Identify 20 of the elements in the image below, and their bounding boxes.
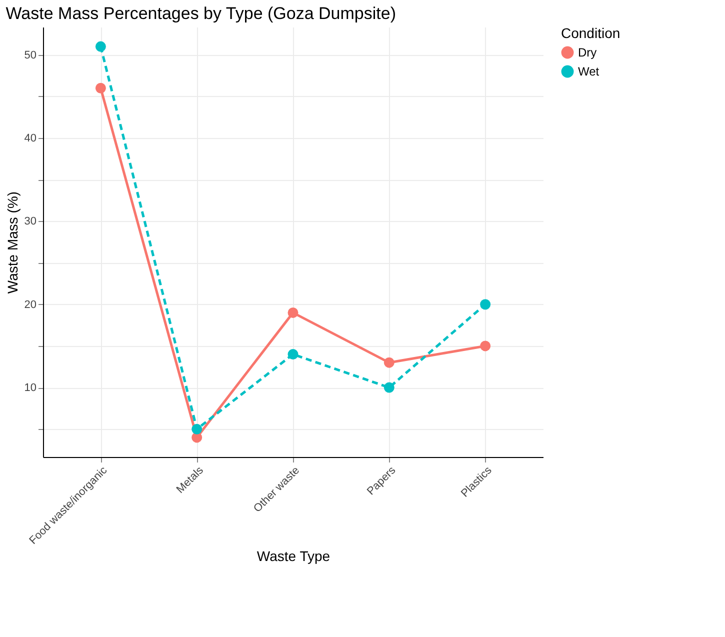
point	[288, 307, 298, 318]
y-tick-label: 20	[24, 298, 36, 311]
x-axis-title: Waste Type	[256, 548, 330, 564]
y-tick-label: 40	[24, 132, 36, 145]
point	[384, 357, 394, 368]
y-tick-label: 50	[24, 49, 36, 62]
point	[192, 424, 202, 434]
point	[384, 382, 394, 393]
y-tick-label: 30	[24, 216, 36, 228]
point	[288, 349, 298, 360]
y-axis-title: Waste Mass (%)	[4, 191, 20, 294]
legend-title: Condition	[561, 25, 620, 41]
point	[95, 41, 106, 52]
point	[480, 299, 491, 310]
legend-label: Wet	[578, 64, 600, 78]
point	[95, 82, 106, 94]
y-tick-label: 10	[24, 382, 36, 394]
point	[480, 340, 491, 352]
chart-title: Waste Mass Percentages by Type (Goza Dumpsite)	[6, 4, 396, 23]
legend-label: Dry	[578, 46, 597, 60]
